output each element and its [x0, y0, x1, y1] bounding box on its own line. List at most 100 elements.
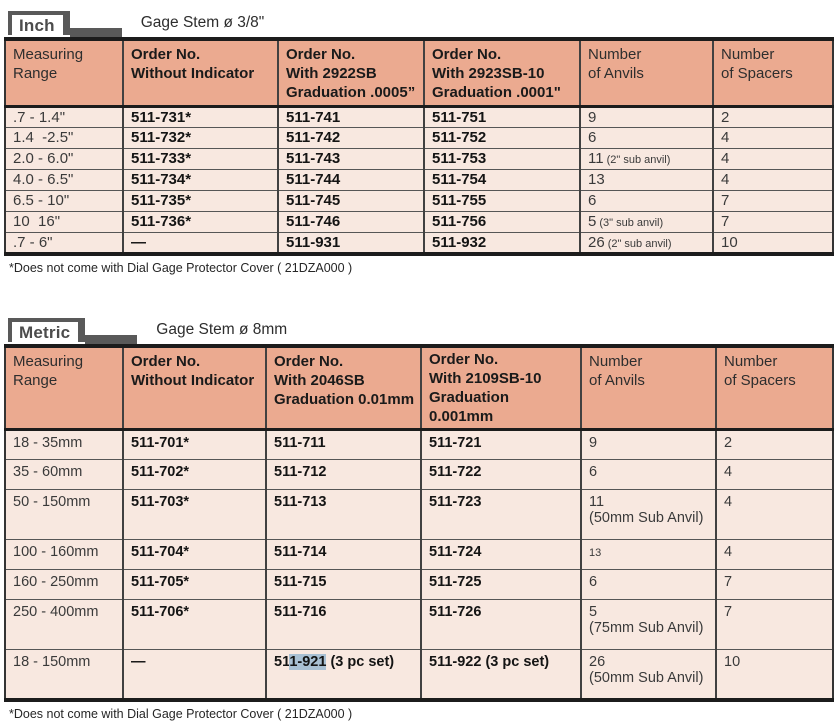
inch-table-body: .7 - 1.4" 511-731* 511-741 511-751 9 2 1…	[5, 105, 833, 254]
order-no-text: (3 pc set)	[326, 654, 395, 671]
order-no-cell: 511-733*	[122, 147, 278, 170]
measuring-range-cell: 4.0 - 6.5"	[5, 168, 123, 191]
table-row: 160 - 250mm 511-705* 511-715 511-725 6 7	[5, 569, 833, 600]
measuring-range-cell: .7 - 6"	[5, 231, 123, 254]
column-header-with-2923sb: Order No. With 2923SB-10 Graduation .000…	[423, 39, 580, 108]
anvils-cell: 9	[579, 105, 713, 128]
table-row: 1.4 -2.5" 511-732* 511-742 511-752 6 4	[5, 126, 833, 149]
order-no-cell: 511-716	[265, 599, 421, 650]
inch-section: Inch Gage Stem ø 3/8" Measuring Range Or…	[4, 8, 834, 275]
order-no-cell: 511-744	[277, 168, 424, 191]
table-row: .7 - 1.4" 511-731* 511-741 511-751 9 2	[5, 105, 833, 128]
order-no-cell: 511-751	[423, 105, 580, 128]
selection-highlight: 1-921	[289, 654, 327, 671]
anvils-cell: 6	[580, 459, 716, 490]
order-no-cell: 511-735*	[122, 189, 278, 212]
spacers-cell: 10	[715, 649, 833, 700]
metric-table: Measuring Range Order No. Without Indica…	[4, 343, 834, 702]
order-no-cell: 511-704*	[122, 539, 266, 570]
order-no-cell: 511-706*	[122, 599, 266, 650]
anvil-count: 26	[589, 654, 606, 671]
column-header-without-indicator: Order No. Without Indicator	[122, 345, 266, 432]
spacers-cell: 4	[715, 489, 833, 540]
table-row: 2.0 - 6.0" 511-733* 511-743 511-753 11 (2…	[5, 147, 833, 170]
anvils-cell: 13	[579, 168, 713, 191]
spacers-cell: 4	[715, 459, 833, 490]
order-no-cell: 511-746	[277, 210, 424, 233]
table-row: 35 - 60mm 511-702* 511-712 511-722 6 4	[5, 459, 833, 490]
column-header-number-of-spacers: Number of Spacers	[712, 39, 833, 108]
table-row: 100 - 160mm 511-704* 511-714 511-724 13 …	[5, 539, 833, 570]
anvil-count: 9	[589, 435, 598, 452]
anvil-count: 11	[589, 494, 605, 511]
table-row: .7 - 6" — 511-931 511-932 26 (2" sub anvi…	[5, 231, 833, 254]
anvil-count: 26	[588, 233, 605, 251]
order-no-cell: 511-722	[420, 459, 581, 490]
anvil-count: 13	[588, 171, 605, 189]
inch-table: Measuring Range Order No. Without Indica…	[4, 37, 834, 256]
spacers-cell: 4	[715, 539, 833, 570]
order-no-cell: 511-741	[277, 105, 424, 128]
anvil-note: (2" sub anvil)	[606, 154, 671, 167]
tab-step-shape	[85, 334, 138, 344]
spacers-cell: 4	[712, 147, 833, 170]
order-no-cell: 511-725	[420, 569, 581, 600]
order-no-cell: 511-701*	[122, 429, 266, 460]
inch-table-head: Measuring Range Order No. Without Indica…	[5, 39, 833, 108]
table-row: 50 - 150mm 511-703* 511-713 511-723 11 (5…	[5, 489, 833, 540]
measuring-range-cell: 10 16"	[5, 210, 123, 233]
inch-tab: Inch	[8, 11, 122, 37]
metric-table-body: 18 - 35mm 511-701* 511-711 511-721 9 2 3…	[5, 429, 833, 700]
anvils-cell: 11 (2" sub anvil)	[579, 147, 713, 170]
metric-tab-label: Metric	[8, 317, 86, 342]
order-no-cell: 511-743	[277, 147, 424, 170]
anvil-note: (50mm Sub Anvil)	[589, 510, 704, 527]
anvil-count: 5	[589, 604, 598, 621]
measuring-range-cell: 18 - 150mm	[5, 649, 123, 700]
spacers-cell: 4	[712, 126, 833, 149]
anvils-cell: 26 (50mm Sub Anvil)	[580, 649, 716, 700]
table-row: 250 - 400mm 511-706* 511-716 511-726 5 (7…	[5, 599, 833, 650]
inch-section-header: Inch Gage Stem ø 3/8"	[8, 8, 832, 37]
anvil-note: (50mm Sub Anvil)	[589, 670, 704, 687]
column-header-with-2046sb: Order No. With 2046SB Graduation 0.01mm	[265, 345, 421, 432]
anvil-count: 13	[589, 547, 602, 560]
order-no-cell: 511-721	[420, 429, 581, 460]
anvil-note: (75mm Sub Anvil)	[589, 620, 704, 637]
inch-footnote: *Does not come with Dial Gage Protector …	[9, 260, 353, 275]
table-row: 4.0 - 6.5" 511-734* 511-744 511-754 13 4	[5, 168, 833, 191]
order-no-cell: 511-742	[277, 126, 424, 149]
measuring-range-cell: 1.4 -2.5"	[5, 126, 123, 149]
order-no-cell: 511-753	[423, 147, 580, 170]
column-header-number-of-spacers: Number of Spacers	[715, 345, 833, 432]
order-no-cell: 511-732*	[122, 126, 278, 149]
measuring-range-cell: .7 - 1.4"	[5, 105, 123, 128]
order-no-cell: 511-932	[423, 231, 580, 254]
anvil-note: (2" sub anvil)	[607, 237, 672, 250]
column-header-with-2922sb: Order No. With 2922SB Graduation .0005”	[277, 39, 424, 108]
spacers-cell: 2	[712, 105, 833, 128]
measuring-range-cell: 35 - 60mm	[5, 459, 123, 490]
inch-tab-label: Inch	[8, 11, 70, 35]
measuring-range-cell: 100 - 160mm	[5, 539, 123, 570]
spacers-cell: 4	[712, 168, 833, 191]
order-no-cell: 511-754	[423, 168, 580, 191]
anvils-cell: 5 (75mm Sub Anvil)	[580, 599, 716, 650]
spacers-cell: 7	[715, 569, 833, 600]
order-no-cell: 511-745	[277, 189, 424, 212]
anvil-count: 6	[589, 574, 598, 591]
spacers-cell: 2	[715, 429, 833, 460]
tab-step-shape	[69, 28, 122, 37]
anvils-cell: 11 (50mm Sub Anvil)	[580, 489, 716, 540]
column-header-with-2109sb: Order No. With 2109SB-10 Graduation 0.00…	[420, 345, 581, 432]
measuring-range-cell: 250 - 400mm	[5, 599, 123, 650]
gage-stem-subtitle-inch: Gage Stem ø 3/8"	[140, 14, 265, 31]
table-row: 18 - 35mm 511-701* 511-711 511-721 9 2	[5, 429, 833, 460]
measuring-range-cell: 2.0 - 6.0"	[5, 147, 123, 170]
spacers-cell: 10	[712, 231, 833, 254]
order-no-cell: 511-922 (3 pc set)	[420, 649, 581, 700]
column-header-measuring-range: Measuring Range	[5, 345, 123, 432]
order-no-cell: 511-752	[423, 126, 580, 149]
order-no-cell: 511-711	[265, 429, 421, 460]
